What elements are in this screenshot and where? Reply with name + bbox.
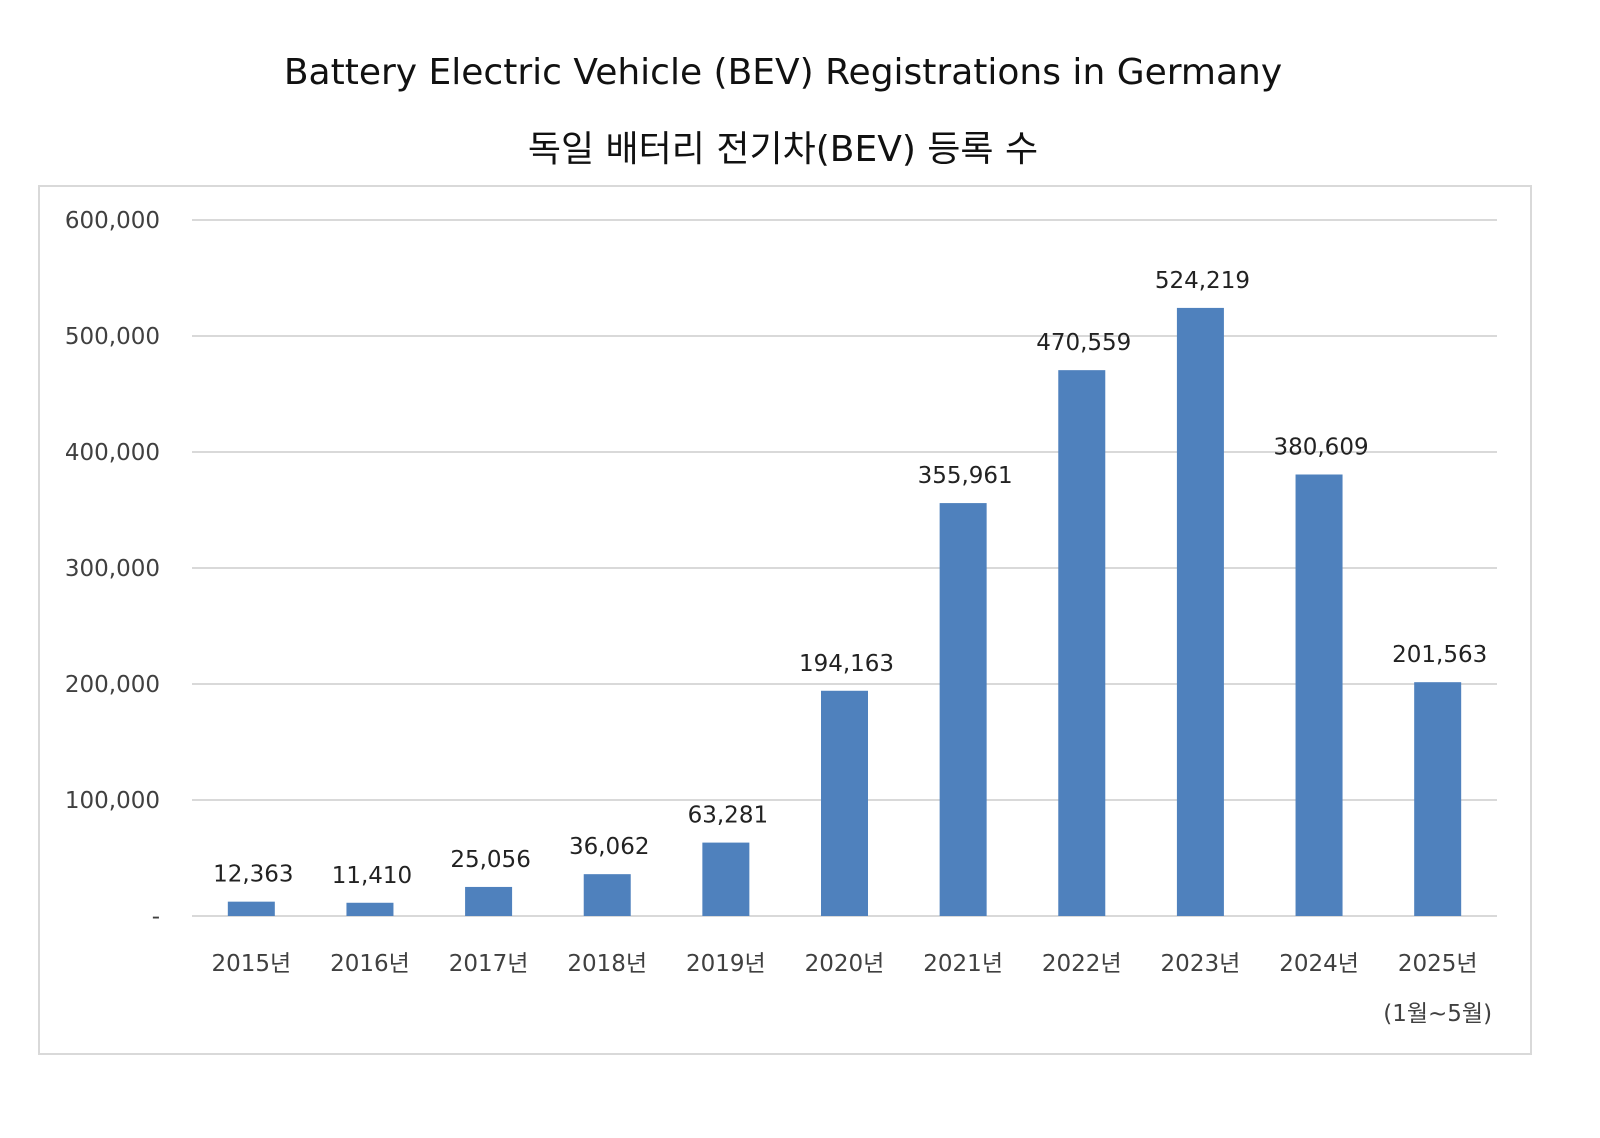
x-tick-label: 2020년 (805, 951, 885, 977)
data-label: 355,961 (918, 463, 1013, 489)
data-label: 470,559 (1036, 330, 1131, 356)
data-label: 11,410 (332, 863, 412, 889)
x-tick-label: 2015년 (211, 951, 291, 977)
y-tick-label: 400,000 (65, 440, 160, 466)
bar (227, 901, 275, 916)
y-tick-label: 200,000 (65, 672, 160, 698)
chart-title: Battery Electric Vehicle (BEV) Registrat… (283, 52, 1283, 93)
x-tick-label: 2023년 (1161, 951, 1241, 977)
chart-subtitle: 독일 배터리 전기차(BEV) 등록 수 (527, 129, 1039, 170)
x-tick-label: 2017년 (449, 951, 529, 977)
x-tick-label: 2019년 (686, 951, 766, 977)
data-label: 201,563 (1392, 642, 1487, 668)
bar (1176, 307, 1224, 916)
x-tick-label: 2018년 (567, 951, 647, 977)
data-label: 25,056 (450, 847, 530, 873)
bar (465, 886, 513, 916)
data-label: 524,219 (1155, 268, 1250, 294)
bar (1414, 682, 1462, 916)
data-label: 380,609 (1273, 434, 1368, 460)
x-tick-label: 2022년 (1042, 951, 1122, 977)
y-tick-label: 600,000 (65, 208, 160, 234)
x-tick-label: 2016년 (330, 951, 410, 977)
y-tick-label: 300,000 (65, 556, 160, 582)
y-tick-label: 500,000 (65, 324, 160, 350)
x-tick-label: 2024년 (1279, 951, 1359, 977)
bar (583, 874, 631, 916)
chart-area (38, 185, 1532, 1055)
data-label: 12,363 (213, 862, 293, 888)
x-tick-label: 2021년 (923, 951, 1003, 977)
y-tick-label: - (152, 904, 160, 930)
x-tick-label: 2025년 (1398, 951, 1478, 977)
bar (939, 503, 987, 916)
data-label: 194,163 (799, 651, 894, 677)
bar (702, 842, 750, 916)
data-label: 63,281 (688, 803, 768, 829)
data-label: 36,062 (569, 834, 649, 860)
y-tick-label: 100,000 (65, 788, 160, 814)
bar (1295, 474, 1343, 916)
bar (821, 690, 868, 916)
bar (1058, 370, 1106, 916)
x-tick-sublabel: (1월~5월) (1383, 1001, 1492, 1027)
bar (346, 902, 394, 916)
